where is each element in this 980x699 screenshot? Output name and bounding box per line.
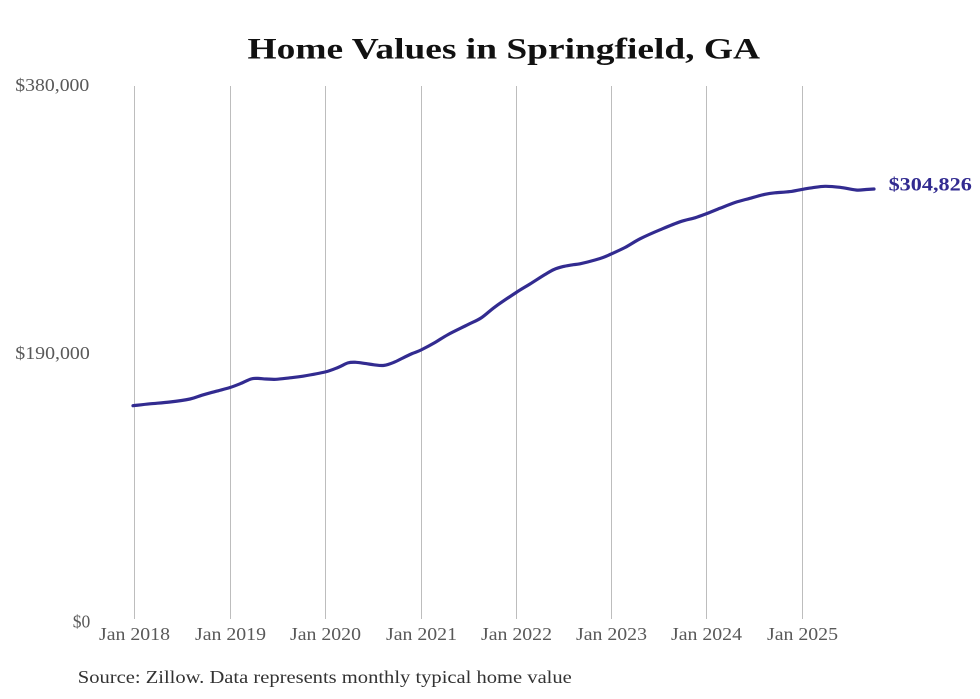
svg-text:Source: Zillow. Data represent: Source: Zillow. Data represents monthly … [78, 667, 572, 687]
svg-text:Home Values in Springfield, GA: Home Values in Springfield, GA [248, 32, 761, 65]
svg-text:Jan 2019: Jan 2019 [195, 624, 266, 644]
svg-text:Jan 2020: Jan 2020 [290, 624, 361, 644]
svg-text:$304,826: $304,826 [889, 176, 972, 196]
svg-text:Jan 2021: Jan 2021 [386, 624, 457, 644]
svg-text:Jan 2024: Jan 2024 [671, 624, 742, 644]
svg-text:$380,000: $380,000 [15, 75, 89, 95]
svg-text:$0: $0 [73, 612, 91, 632]
svg-text:Jan 2022: Jan 2022 [481, 624, 552, 644]
svg-text:Jan 2023: Jan 2023 [576, 624, 647, 644]
svg-text:Jan 2025: Jan 2025 [767, 624, 838, 644]
svg-text:$190,000: $190,000 [15, 343, 90, 363]
svg-text:Jan 2018: Jan 2018 [99, 624, 170, 644]
